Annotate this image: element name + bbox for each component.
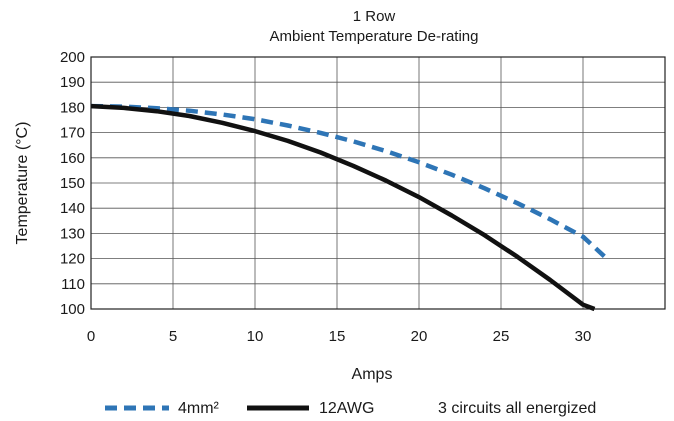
y-tick-label: 140 [60, 200, 85, 217]
chart-title: 1 Row [353, 8, 396, 25]
x-tick-label: 30 [575, 328, 592, 345]
legend-note: 3 circuits all energized [438, 400, 596, 417]
y-tick-labels: 100 110 120 130 140 150 160 170 180 190 200 [60, 49, 85, 318]
x-tick-labels: 0 5 10 15 20 25 30 [87, 328, 592, 345]
y-tick-label: 190 [60, 74, 85, 91]
series-lines [90, 103, 606, 312]
x-tick-label: 0 [87, 328, 95, 345]
series-line-4mm2 [90, 103, 606, 258]
y-tick-label: 170 [60, 125, 85, 142]
y-tick-label: 130 [60, 225, 85, 242]
legend-label-12awg: 12AWG [319, 400, 374, 417]
series-line-12awg [90, 103, 596, 312]
y-tick-label: 160 [60, 150, 85, 167]
y-tick-label: 180 [60, 99, 85, 116]
y-tick-label: 100 [60, 301, 85, 318]
x-tick-label: 25 [493, 328, 510, 345]
y-tick-label: 150 [60, 175, 85, 192]
y-tick-label: 120 [60, 251, 85, 268]
grid [91, 57, 665, 309]
plot-area-border [90, 56, 666, 310]
legend-label-4mm2: 4mm² [178, 400, 220, 417]
y-tick-label: 200 [60, 49, 85, 66]
x-tick-label: 15 [329, 328, 346, 345]
chart-subtitle: Ambient Temperature De-rating [270, 28, 479, 45]
y-axis-label: Temperature (°C) [14, 122, 31, 245]
x-tick-label: 20 [411, 328, 428, 345]
x-tick-label: 10 [247, 328, 264, 345]
x-tick-label: 5 [169, 328, 177, 345]
legend: 4mm² 12AWG 3 circuits all energized [105, 400, 596, 417]
x-axis-label: Amps [352, 366, 393, 383]
y-tick-label: 110 [61, 276, 85, 293]
